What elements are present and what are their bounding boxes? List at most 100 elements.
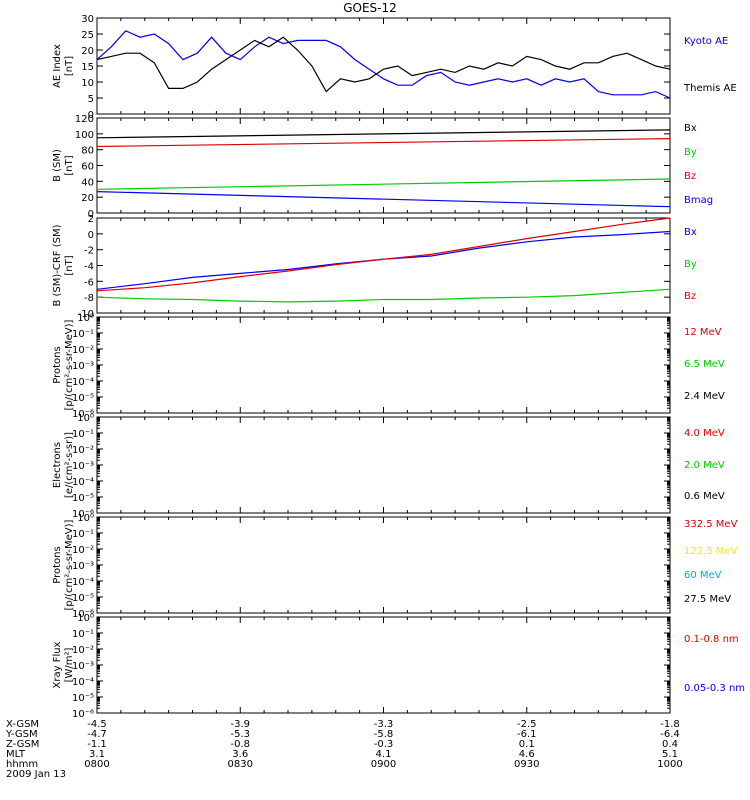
footer-value: -3.9 — [230, 719, 250, 730]
plot-frame — [96, 217, 671, 314]
legend-entry: Themis AE — [683, 83, 737, 94]
footer-value: 0930 — [514, 759, 539, 770]
footer-row-x-gsm: X-GSM -4.5 -3.9 -3.3 -2.5 -1.8 — [6, 719, 680, 730]
y-tick-label: 10⁻⁶ — [72, 509, 94, 520]
y-tick-label: 10⁰ — [77, 613, 94, 624]
series-line-kyoto-ae — [96, 30, 671, 99]
series-line-bz — [96, 217, 671, 292]
footer-value: -1.1 — [87, 739, 107, 750]
y-tick-label: -10 — [78, 309, 94, 320]
legend-entry: Bx — [684, 123, 697, 134]
footer-value: -4.5 — [87, 719, 107, 730]
y-tick-label: 10⁻² — [72, 545, 94, 556]
legend-entry: 122.5 MeV — [684, 546, 738, 557]
legend-entry: 12 MeV — [684, 327, 722, 338]
y-tick-label: 0 — [88, 110, 94, 121]
series-line-by — [96, 288, 671, 303]
footer-value: 3.1 — [89, 749, 105, 760]
y-tick-label: 10⁻³ — [72, 461, 94, 472]
y-axis-label: Protons — [52, 546, 63, 583]
y-tick-label: 10⁻² — [72, 345, 94, 356]
legend-entry: 0.05-0.3 nm — [684, 683, 745, 694]
footer-value: -5.3 — [230, 729, 250, 740]
series-line-bx — [96, 230, 671, 290]
panel-3: -10 -8 -6 -4 -2 0 2 B (SM)-CRF (SM) [nT] Bx By Bz — [52, 214, 697, 320]
legend-entry: 332.5 MeV — [684, 519, 738, 530]
y-tick-label: 10⁻¹ — [72, 429, 94, 440]
panel-6: 10⁻⁶ 10⁻⁵ 10⁻⁴ 10⁻³ 10⁻² 10⁻¹ 10⁰ Protons [p/(cm… — [52, 513, 738, 620]
footer-value: -5.8 — [374, 729, 394, 740]
y-tick-label: 40 — [81, 177, 94, 188]
legend-entry: Bz — [684, 171, 696, 182]
y-tick-label: 10⁻⁴ — [72, 577, 94, 588]
y-tick-label: -4 — [84, 262, 94, 273]
y-axis-label: [e/(cm²-s-sr)] — [64, 432, 75, 498]
y-tick-label: 5 — [88, 94, 94, 105]
y-tick-label: 10⁻³ — [72, 661, 94, 672]
y-tick-label: -2 — [84, 246, 94, 257]
footer-value: -2.5 — [517, 719, 537, 730]
y-tick-label: 30 — [81, 14, 94, 25]
legend-entry: By — [684, 259, 697, 270]
figure-title: GOES-12 — [343, 1, 397, 15]
y-tick-label: 10⁻⁵ — [72, 393, 94, 404]
y-tick-label: 10⁻¹ — [72, 629, 94, 640]
y-tick-label: 10⁰ — [77, 313, 94, 324]
footer-row-label: hhmm — [6, 759, 38, 770]
y-tick-label: 0 — [88, 209, 94, 220]
panel-1: 0 5 10 15 20 25 30 AE Index [nT] Kyoto AE Themis A… — [52, 14, 737, 121]
y-axis-label: AE Index — [52, 44, 63, 88]
y-tick-label: 10⁻⁵ — [72, 593, 94, 604]
legend-entry: Kyoto AE — [684, 36, 728, 47]
footer-value: -0.8 — [230, 739, 250, 750]
y-tick-label: 20 — [81, 46, 94, 57]
series-line-themis-ae — [96, 36, 671, 93]
legend-entry: 6.5 MeV — [684, 359, 725, 370]
footer-row-z-gsm: Z-GSM -1.1 -0.8 -0.3 0.1 0.4 — [6, 739, 678, 750]
footer-value: -6.1 — [517, 729, 537, 740]
plot-frame — [96, 616, 671, 714]
footer-row-label: Y-GSM — [5, 729, 38, 740]
y-axis-label: [p/(cm²-s-sr-MeV)] — [64, 519, 75, 610]
footer-value: 4.6 — [519, 749, 535, 760]
y-tick-label: 120 — [75, 114, 94, 125]
y-tick-label: 10⁻⁵ — [72, 493, 94, 504]
panel-5: 10⁻⁶ 10⁻⁵ 10⁻⁴ 10⁻³ 10⁻² 10⁻¹ 10⁰ Electrons [e/(… — [52, 413, 725, 520]
y-axis-label: [p/(cm²-s-sr-MeV)] — [64, 319, 75, 410]
y-tick-label: 10⁻¹ — [72, 329, 94, 340]
series-line-by — [96, 178, 671, 190]
legend-entry: By — [684, 147, 697, 158]
footer-row-hhmm: hhmm 0800 0830 0900 0930 1000 — [6, 759, 683, 770]
footer-value: 0.4 — [662, 739, 678, 750]
y-tick-label: 10⁰ — [77, 413, 94, 424]
panel-2: 0 20 40 60 80 100 120 B (SM) [nT] Bx By Bz Bmag — [52, 114, 713, 220]
y-tick-label: 0 — [88, 230, 94, 241]
y-axis-label: B (SM)-CRF (SM) — [52, 224, 63, 306]
panel-4: 10⁻⁶ 10⁻⁵ 10⁻⁴ 10⁻³ 10⁻² 10⁻¹ 10⁰ Protons [p/(cm… — [52, 313, 725, 420]
y-tick-label: 10⁰ — [77, 513, 94, 524]
y-tick-label: 25 — [81, 30, 94, 41]
footer-value: -3.3 — [374, 719, 394, 730]
footer-value: 3.6 — [232, 749, 248, 760]
y-axis-label: Xray Flux — [52, 641, 63, 688]
y-axis-label: Protons — [52, 346, 63, 383]
legend-entry: 2.0 MeV — [684, 460, 725, 471]
y-axis-label: [W/m²] — [64, 647, 75, 682]
footer-row-label: Z-GSM — [6, 739, 39, 750]
y-tick-label: 15 — [81, 62, 94, 73]
footer-row-label: MLT — [6, 749, 26, 760]
footer-value: -1.8 — [660, 719, 680, 730]
legend-entry: Bz — [684, 291, 696, 302]
plot-frame — [96, 17, 671, 115]
footer-value: 0800 — [84, 759, 109, 770]
y-tick-label: 10⁻⁶ — [72, 709, 94, 720]
footer-value: 5.1 — [662, 749, 678, 760]
legend-entry: 0.6 MeV — [684, 491, 725, 502]
legend-entry: Bmag — [684, 195, 713, 206]
footer-row-label: X-GSM — [6, 719, 39, 730]
series-line-bx — [96, 129, 671, 139]
y-tick-label: 10⁻⁴ — [72, 677, 94, 688]
legend-entry: Bx — [684, 227, 697, 238]
footer-value: 0900 — [371, 759, 396, 770]
